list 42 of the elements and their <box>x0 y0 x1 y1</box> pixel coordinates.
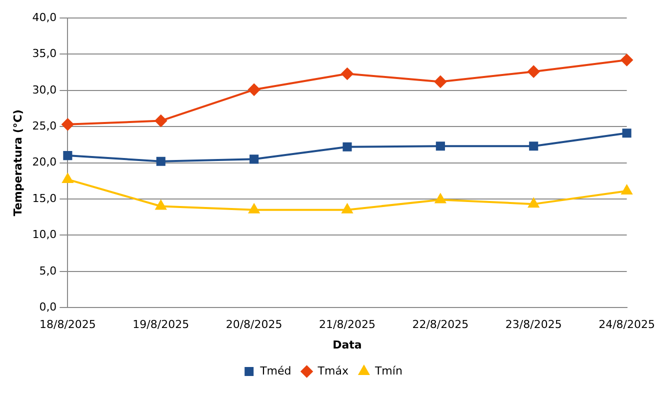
point <box>621 185 632 195</box>
point <box>248 84 260 96</box>
point <box>436 142 445 151</box>
x-tick-label: 24/8/2025 <box>598 318 655 332</box>
point <box>63 151 72 160</box>
point <box>529 142 538 151</box>
x-axis-title: Data <box>332 338 362 352</box>
point <box>250 154 259 164</box>
y-tick-label: 10,0 <box>32 228 57 242</box>
x-tick-label: 19/8/2025 <box>132 318 190 332</box>
y-axis-title: Temperatura (°C) <box>11 110 24 216</box>
y-tick-label: 40,0 <box>32 10 57 24</box>
point <box>435 194 446 204</box>
point <box>434 76 446 88</box>
legend-label: Tmáx <box>316 364 349 378</box>
y-tick-label: 15,0 <box>32 192 57 205</box>
point <box>62 173 74 183</box>
x-tick-label: 18/8/2025 <box>39 318 96 332</box>
x-tick-label: 23/8/2025 <box>505 318 562 332</box>
legend-label: Tmín <box>374 364 402 378</box>
point <box>620 54 633 66</box>
x-tick-label: 21/8/2025 <box>319 318 376 332</box>
x-tick-label: 20/8/2025 <box>226 318 282 332</box>
y-tick-label: 30,0 <box>32 83 57 96</box>
y-tick-label: 20,0 <box>32 156 57 169</box>
y-tick-label: 5,0 <box>39 264 57 278</box>
point <box>342 142 352 152</box>
y-tick-label: 0,0 <box>39 300 57 314</box>
point <box>622 128 632 138</box>
legend-label: Tméd <box>259 364 292 378</box>
point <box>156 156 166 166</box>
point <box>62 118 74 130</box>
y-tick-label: 35,0 <box>32 47 57 60</box>
y-tick-label: 25,0 <box>32 119 57 132</box>
point <box>341 68 354 80</box>
point <box>154 114 167 127</box>
point <box>528 198 539 208</box>
point <box>248 204 260 214</box>
x-tick-label: 22/8/2025 <box>412 318 469 332</box>
point <box>342 204 353 214</box>
point <box>156 200 166 210</box>
point <box>528 66 540 78</box>
